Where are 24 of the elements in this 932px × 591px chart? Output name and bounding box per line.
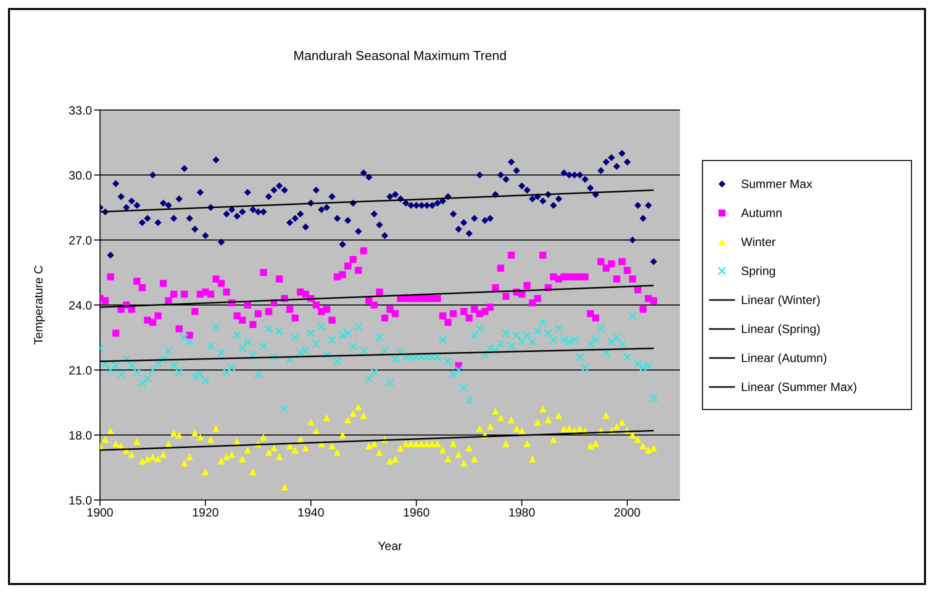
chart-title: Mandurah Seasonal Maximum Trend <box>292 48 508 63</box>
y-tick-label: 24.0 <box>68 298 92 312</box>
x-tick-label: 1980 <box>508 506 536 520</box>
y-axis-title: Temperature C <box>31 264 46 345</box>
legend-label: Summer Max <box>741 176 812 190</box>
legend-label: Winter <box>741 234 776 248</box>
legend-label: Linear (Summer Max) <box>741 380 858 394</box>
x-tick-label: 1900 <box>86 506 114 520</box>
x-tick-label: 1960 <box>403 506 430 520</box>
legend-label: Autumn <box>741 206 782 220</box>
x-tick-label: 1940 <box>298 506 325 520</box>
x-tick-label: 2000 <box>614 506 641 520</box>
y-tick-label: 27.0 <box>68 233 92 248</box>
legend-label: Linear (Spring) <box>741 322 820 336</box>
legend-label: Linear (Winter) <box>741 292 820 306</box>
x-axis-title: Year <box>378 539 402 553</box>
y-tick-label: 15.0 <box>68 493 92 508</box>
y-tick-label: 33.0 <box>68 103 92 118</box>
x-tick-label: 1920 <box>192 506 220 520</box>
y-tick-label: 21.0 <box>68 363 92 378</box>
legend-label: Spring <box>741 264 776 278</box>
y-tick-label: 30.0 <box>68 168 92 182</box>
legend-label: Linear (Autumn) <box>741 350 828 364</box>
y-tick-label: 18.0 <box>68 428 92 442</box>
